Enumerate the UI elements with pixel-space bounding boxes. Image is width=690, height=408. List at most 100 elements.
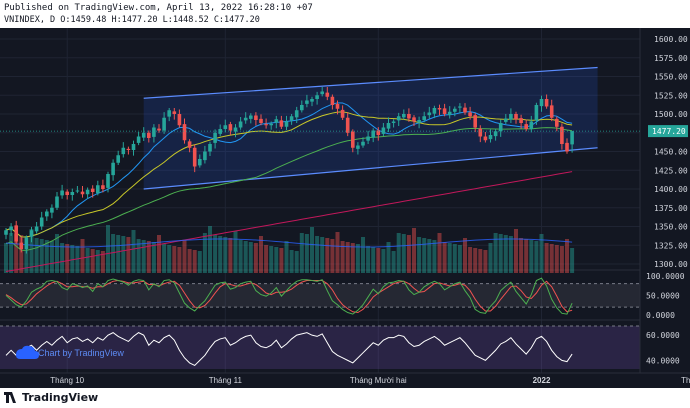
volume-bar bbox=[213, 235, 218, 273]
candle-body bbox=[325, 92, 330, 97]
channel-upper-line bbox=[143, 66, 598, 99]
channel-fill bbox=[143, 67, 598, 189]
volume-bar bbox=[182, 240, 187, 273]
volume-bar bbox=[457, 245, 462, 273]
candle-body bbox=[167, 110, 171, 117]
candle-body bbox=[386, 123, 391, 129]
volume-bar bbox=[289, 250, 294, 273]
volume-bar bbox=[294, 251, 299, 273]
volume-bar bbox=[187, 249, 192, 273]
candle-body bbox=[335, 103, 340, 109]
candle-body bbox=[116, 155, 120, 163]
candle-body bbox=[447, 111, 452, 116]
candle-body bbox=[524, 124, 528, 129]
price-tick-label: 1500.00 bbox=[654, 110, 688, 119]
volume-bar bbox=[488, 243, 493, 273]
candle-body bbox=[315, 95, 319, 99]
volume-bar bbox=[468, 247, 473, 273]
volume-bar bbox=[100, 251, 105, 273]
candle-body bbox=[427, 112, 432, 116]
price-axis: 1600.001575.001550.001525.001500.001475.… bbox=[0, 28, 688, 373]
volume-bar bbox=[141, 240, 146, 273]
candle-body bbox=[514, 114, 518, 120]
volume-bar bbox=[65, 244, 70, 273]
candle-body bbox=[136, 136, 141, 143]
price-tick-label: 1425.00 bbox=[654, 166, 688, 175]
volume-bar bbox=[177, 247, 182, 273]
volume-bar bbox=[34, 238, 39, 273]
candle-body bbox=[264, 124, 268, 126]
rsi-k-line bbox=[5, 277, 573, 315]
candle-body bbox=[85, 189, 90, 195]
candle-body bbox=[366, 136, 370, 141]
candle-body bbox=[340, 109, 345, 118]
volume-bar bbox=[172, 246, 177, 273]
tradingview-logo-icon bbox=[4, 392, 16, 403]
candle-body bbox=[65, 191, 69, 195]
volume-bar bbox=[167, 245, 172, 273]
candle-body bbox=[80, 191, 85, 195]
chart-canvas[interactable]: 100.0000 50.0000 0.0000 60.0000 40.0000 160… bbox=[0, 28, 690, 388]
candle-body bbox=[147, 132, 151, 138]
volume-bar bbox=[376, 248, 381, 273]
volume-bar bbox=[473, 248, 478, 273]
volume-bar bbox=[361, 237, 365, 273]
candle-body bbox=[101, 185, 105, 189]
time-axis: Tháng 10 Tháng 11 Tháng Mười hai 2022 Tháng … bbox=[0, 372, 690, 385]
candle-body bbox=[249, 115, 253, 119]
candle-body bbox=[198, 159, 202, 166]
candle-body bbox=[34, 226, 39, 232]
volume-bar bbox=[151, 242, 156, 273]
time-tick-label: Tháng 11 bbox=[209, 376, 243, 385]
volume-bar bbox=[350, 243, 355, 273]
volume-bar bbox=[14, 234, 19, 273]
volume-bar bbox=[75, 246, 80, 273]
candle-body bbox=[391, 121, 396, 123]
candle-body bbox=[468, 112, 472, 117]
candle-body bbox=[96, 185, 100, 194]
volume-bar bbox=[483, 250, 488, 273]
rsi-d-line bbox=[5, 280, 573, 314]
volume-bar bbox=[565, 239, 569, 273]
candle-body bbox=[294, 110, 299, 118]
volume-bar bbox=[146, 241, 151, 273]
candle-body bbox=[356, 145, 360, 149]
volume-ma-line bbox=[5, 238, 573, 248]
time-tick-label: Tháng Hai bbox=[681, 376, 690, 385]
price-tick-label: 1375.00 bbox=[654, 204, 688, 213]
volume-bar bbox=[463, 238, 467, 273]
candle-body bbox=[519, 118, 523, 123]
volume-bar bbox=[340, 241, 345, 273]
volume-bar bbox=[544, 243, 549, 273]
ma-medium-line bbox=[5, 111, 573, 238]
candle-body bbox=[126, 148, 131, 150]
candle-body bbox=[310, 99, 314, 102]
volume-bar bbox=[269, 246, 274, 273]
volume-bar bbox=[9, 233, 14, 273]
candle-body bbox=[320, 91, 324, 95]
candle-body bbox=[203, 151, 207, 161]
volume-bar bbox=[274, 247, 279, 273]
volume-bar bbox=[55, 234, 59, 273]
volume-bar bbox=[498, 234, 503, 273]
price-tick-label: 1550.00 bbox=[654, 73, 688, 82]
volume-bar bbox=[478, 249, 483, 273]
volume-bar bbox=[80, 239, 85, 273]
candle-body bbox=[172, 111, 177, 114]
volume-bar bbox=[325, 238, 330, 273]
channel-lower-line bbox=[143, 147, 598, 190]
volume-bar bbox=[386, 242, 391, 273]
volume-bar bbox=[503, 235, 508, 273]
volume-bar bbox=[228, 238, 233, 273]
volume-bar bbox=[192, 250, 197, 273]
candle-body bbox=[233, 127, 238, 132]
candle-body bbox=[182, 124, 187, 141]
candle-body bbox=[402, 114, 406, 118]
price-tick-label: 1575.00 bbox=[654, 54, 688, 63]
candle-body bbox=[111, 162, 115, 176]
volume-bar bbox=[539, 234, 544, 273]
candle-body bbox=[131, 144, 136, 150]
volume-bar bbox=[447, 243, 452, 273]
price-tick-label: 1400.00 bbox=[654, 185, 688, 194]
candle-body bbox=[279, 120, 284, 127]
